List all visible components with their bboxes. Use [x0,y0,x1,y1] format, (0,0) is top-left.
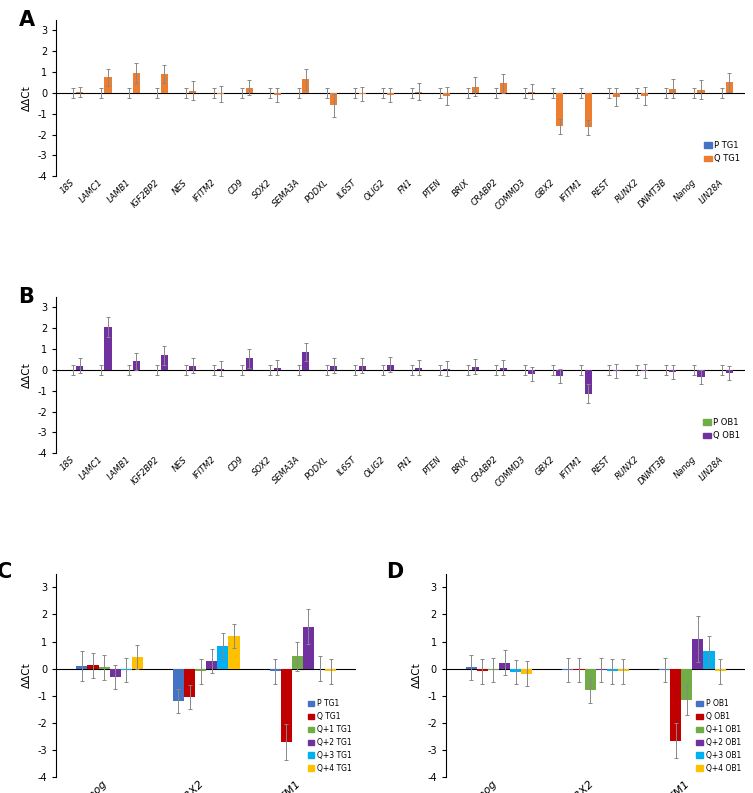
Bar [189,366,197,370]
Bar [500,368,507,370]
Legend: P TG1, Q TG1: P TG1, Q TG1 [703,140,741,164]
Bar [692,639,703,668]
Bar [303,626,314,668]
Bar [659,668,670,670]
Bar [613,93,620,97]
Bar [228,636,239,668]
Bar [584,668,596,691]
Bar [444,93,450,96]
Text: A: A [19,10,35,30]
Bar [120,668,132,670]
Bar [556,370,563,376]
Bar [110,668,120,676]
Bar [358,366,366,370]
Bar [218,93,224,94]
Bar [488,668,499,670]
Bar [99,667,110,668]
Text: B: B [19,287,35,308]
Bar [477,668,488,672]
Bar [105,327,111,370]
Y-axis label: ΔΔCt: ΔΔCt [22,362,32,388]
Bar [641,93,648,96]
Bar [358,93,366,94]
Bar [584,93,592,127]
Bar [697,370,705,377]
Bar [184,668,195,697]
Bar [471,86,479,93]
Bar [511,668,521,672]
Bar [302,352,309,370]
Bar [556,93,563,126]
Bar [87,665,99,668]
Bar [596,668,607,670]
Legend: P OB1, Q OB1: P OB1, Q OB1 [703,417,741,441]
Bar [274,93,281,95]
Bar [161,355,168,370]
Bar [133,73,140,93]
Bar [703,651,715,668]
Bar [76,92,84,93]
Bar [173,668,184,701]
Bar [584,370,592,394]
Bar [574,668,584,670]
Text: D: D [386,561,404,581]
Bar [387,93,394,95]
Bar [133,362,140,370]
Bar [500,83,507,93]
Bar [245,88,253,93]
Bar [76,366,84,370]
Bar [325,668,337,672]
Bar [465,667,477,668]
Bar [281,668,291,742]
Bar [415,92,422,93]
Legend: P OB1, Q OB1, Q+1 OB1, Q+2 OB1, Q+3 OB1, Q+4 OB1: P OB1, Q OB1, Q+1 OB1, Q+2 OB1, Q+3 OB1,… [696,699,742,773]
Bar [562,668,574,670]
Bar [681,668,692,700]
Bar [245,358,253,370]
Bar [669,370,676,372]
Bar [270,668,281,672]
Bar [415,368,422,370]
Bar [274,368,281,370]
Text: C: C [0,561,12,581]
Bar [331,93,337,105]
Bar [697,90,705,93]
Y-axis label: ΔΔCt: ΔΔCt [22,85,32,111]
Bar [669,89,676,93]
Bar [613,370,620,371]
Bar [76,666,87,668]
Bar [331,366,337,370]
Bar [726,82,733,93]
Bar [105,77,111,93]
Bar [499,663,511,668]
Y-axis label: ΔΔCt: ΔΔCt [22,663,32,688]
Bar [132,657,143,668]
Bar [189,90,197,93]
Bar [670,668,681,741]
Bar [618,668,629,672]
Y-axis label: ΔΔCt: ΔΔCt [412,663,422,688]
Bar [715,668,726,672]
Legend: P TG1, Q TG1, Q+1 TG1, Q+2 TG1, Q+3 TG1, Q+4 TG1: P TG1, Q TG1, Q+1 TG1, Q+2 TG1, Q+3 TG1,… [306,699,352,773]
Bar [641,370,648,371]
Bar [726,370,733,373]
Bar [218,369,224,370]
Bar [206,661,218,668]
Bar [528,370,535,374]
Bar [521,668,532,673]
Bar [195,668,206,672]
Bar [291,657,303,668]
Bar [387,365,394,370]
Bar [302,79,309,93]
Bar [471,366,479,370]
Bar [218,646,228,668]
Bar [444,369,450,370]
Bar [607,668,618,672]
Bar [161,74,168,93]
Bar [528,92,535,93]
